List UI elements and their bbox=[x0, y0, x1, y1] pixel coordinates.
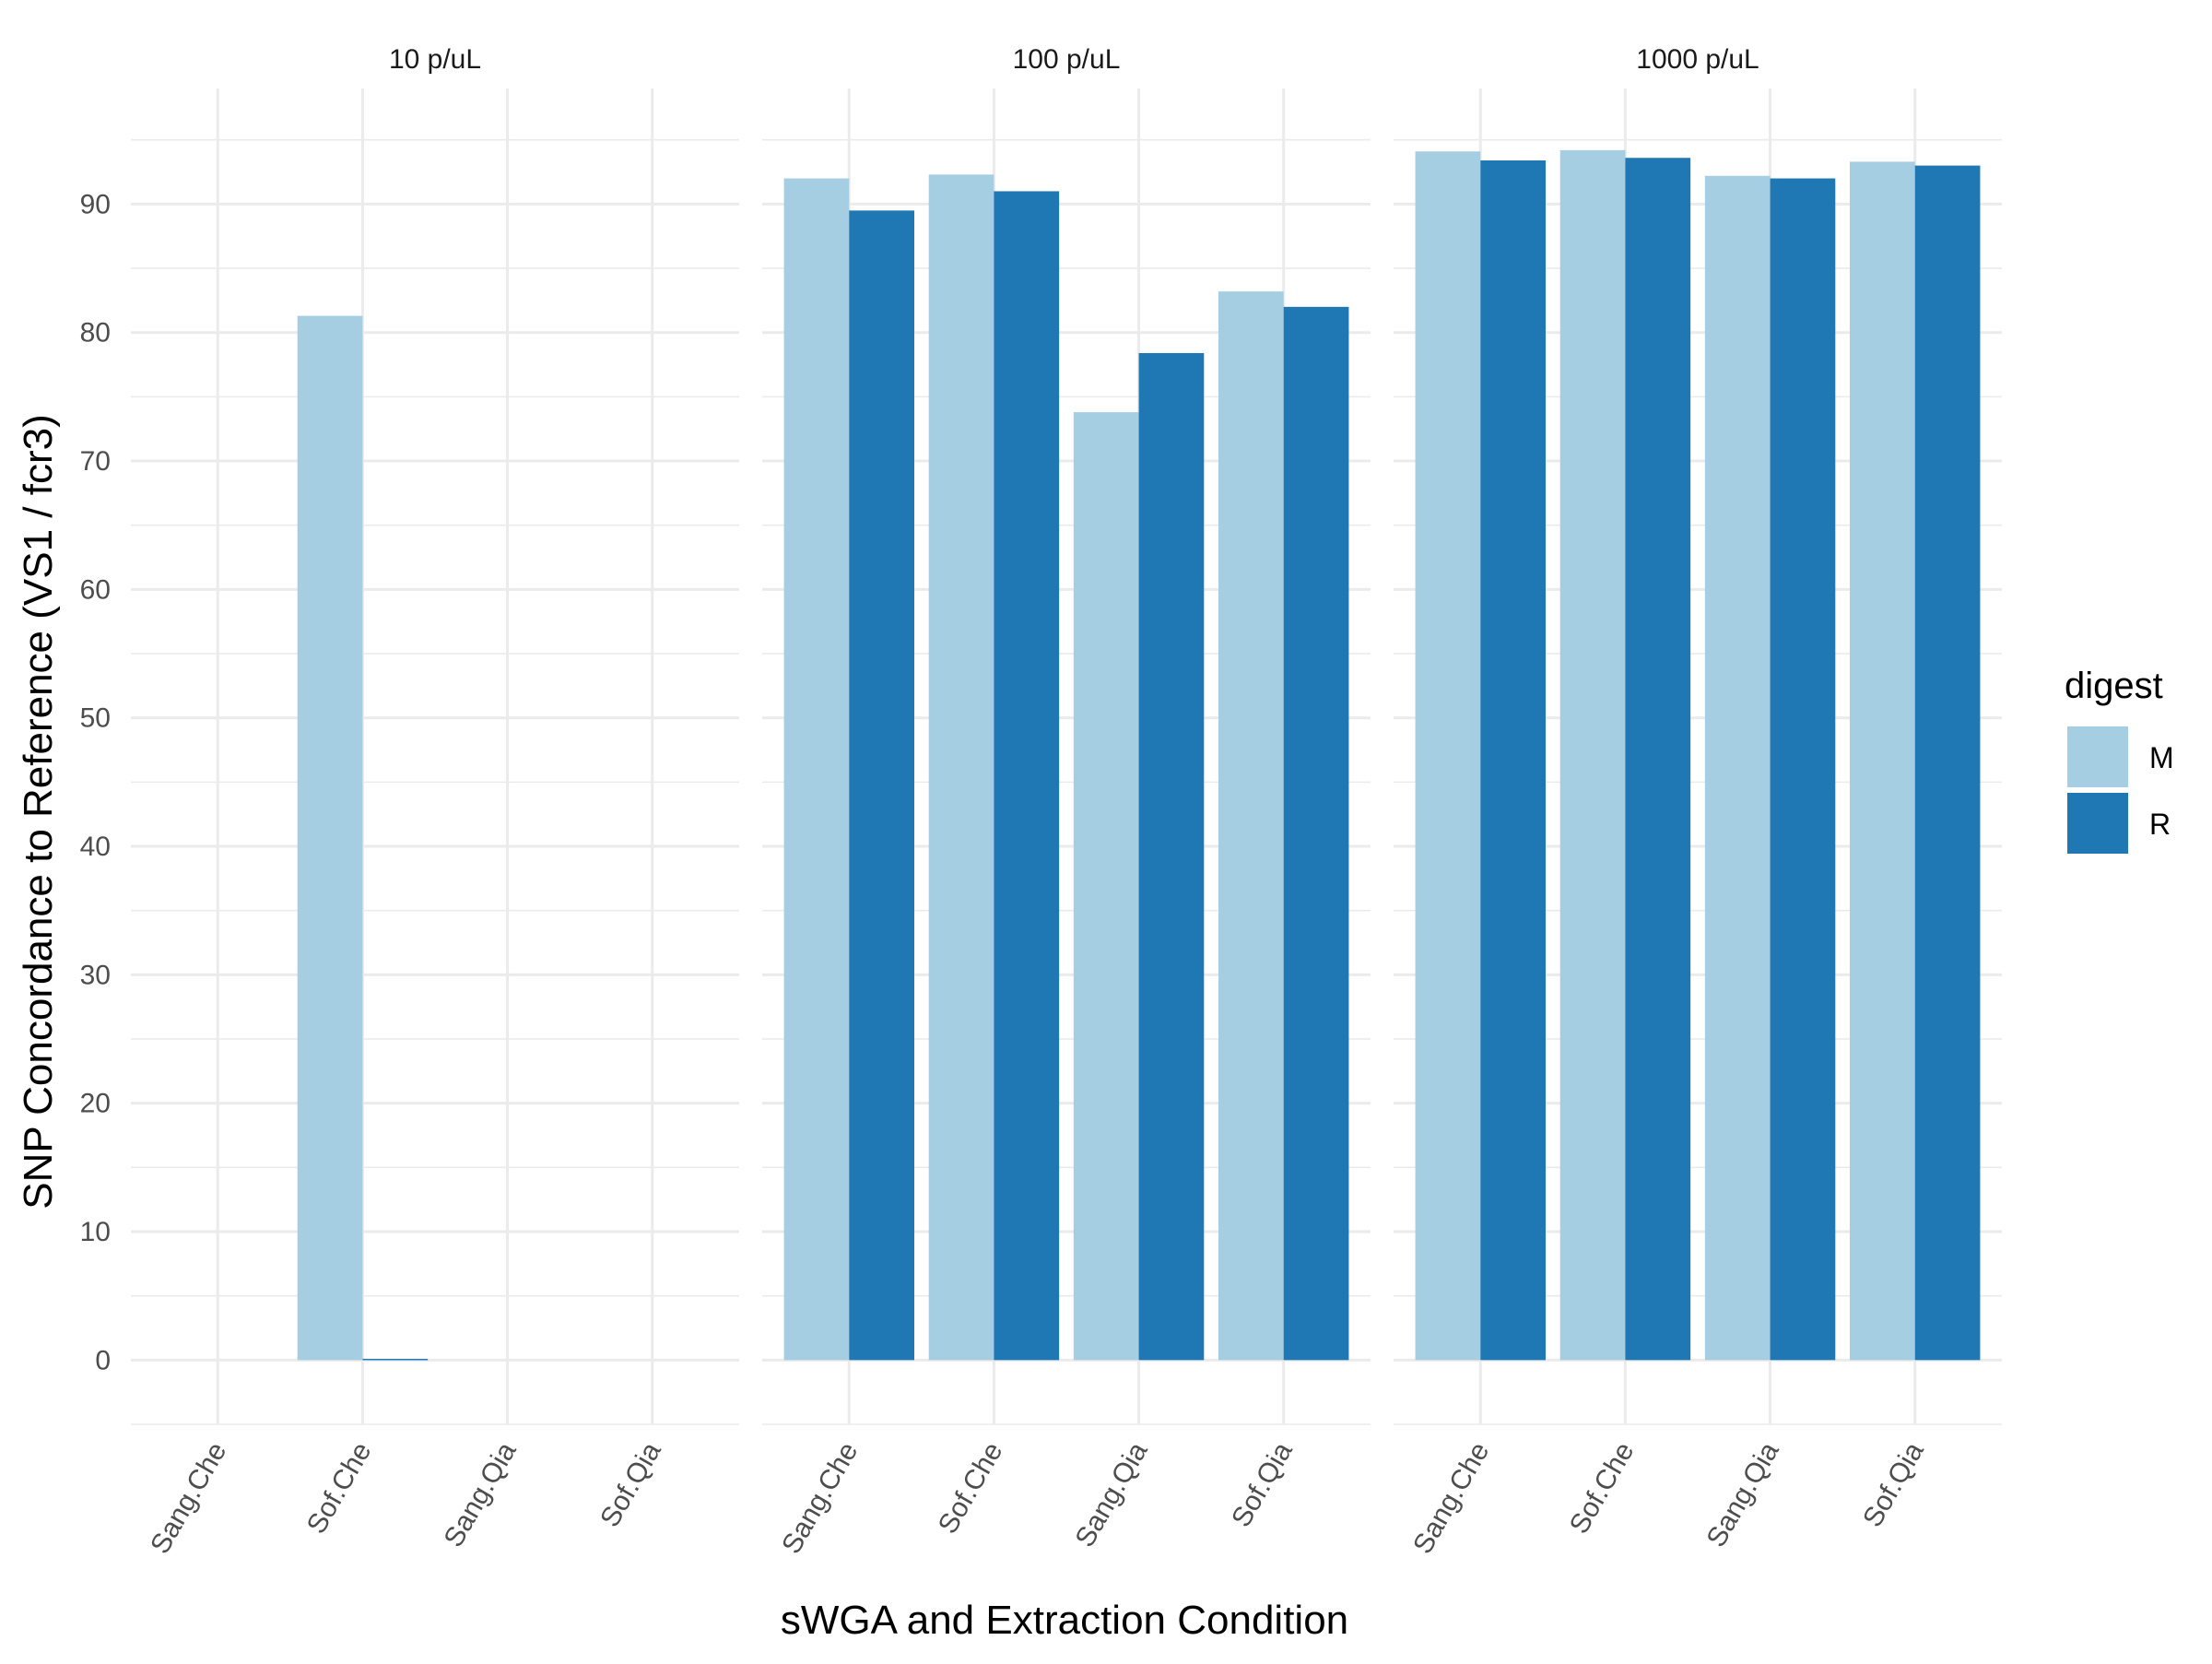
x-tick-label: Sang.Che bbox=[145, 1437, 232, 1559]
y-tick-label: 90 bbox=[80, 189, 111, 219]
bar-r bbox=[994, 191, 1060, 1361]
bar-r bbox=[1283, 306, 1349, 1361]
bar-m bbox=[783, 178, 850, 1361]
y-tick-label: 30 bbox=[80, 960, 111, 990]
x-axis-title: sWGA and Extraction Condition bbox=[781, 1598, 1348, 1643]
y-tick-label: 40 bbox=[80, 832, 111, 862]
bar-r bbox=[1138, 353, 1205, 1361]
bar-r bbox=[1480, 160, 1546, 1361]
bar-m bbox=[1073, 412, 1139, 1361]
bar-r bbox=[1770, 178, 1836, 1361]
bar-m bbox=[1218, 291, 1284, 1361]
x-tick-label: Sang.Che bbox=[776, 1437, 864, 1559]
facet-label: 10 p/uL bbox=[389, 44, 481, 75]
y-tick-label: 60 bbox=[80, 574, 111, 605]
x-tick-label: Sof.Che bbox=[933, 1437, 1009, 1539]
bar-r bbox=[849, 210, 914, 1361]
y-tick-label: 20 bbox=[80, 1089, 111, 1119]
bar-m bbox=[297, 315, 363, 1361]
x-tick-label: Sof.Che bbox=[301, 1437, 378, 1539]
bar-m bbox=[1704, 175, 1771, 1361]
legend-swatch-r bbox=[2067, 793, 2128, 854]
legend-label-m: M bbox=[2149, 741, 2174, 774]
legend-swatch-m bbox=[2067, 726, 2128, 787]
x-tick-label: Sof.Qia bbox=[1226, 1437, 1299, 1532]
x-tick-label: Sang.Qia bbox=[439, 1437, 523, 1552]
x-tick-label: Sang.Qia bbox=[1070, 1437, 1154, 1552]
bar-m bbox=[1850, 161, 1915, 1361]
bar-r bbox=[1914, 165, 1981, 1361]
y-tick-label: 70 bbox=[80, 446, 111, 477]
bar-m bbox=[1559, 149, 1626, 1361]
bar-r bbox=[1625, 158, 1691, 1361]
legend-label-r: R bbox=[2149, 808, 2171, 841]
bar-m bbox=[1415, 151, 1481, 1361]
y-axis-title: SNP Concordance to Reference (VS1 / fcr3… bbox=[16, 414, 61, 1210]
bar-r bbox=[362, 1358, 429, 1361]
y-tick-label: 10 bbox=[80, 1217, 111, 1247]
x-tick-label: Sof.Qia bbox=[594, 1437, 667, 1532]
y-tick-label: 0 bbox=[95, 1345, 111, 1375]
x-tick-label: Sang.Che bbox=[1407, 1437, 1495, 1559]
x-tick-label: Sof.Qia bbox=[1857, 1437, 1930, 1532]
x-tick-label: Sang.Qia bbox=[1701, 1437, 1785, 1552]
x-tick-label: Sof.Che bbox=[1564, 1437, 1641, 1539]
bar-m bbox=[928, 174, 994, 1361]
y-tick-label: 80 bbox=[80, 318, 111, 348]
facet-label: 100 p/uL bbox=[1013, 44, 1121, 75]
legend-title: digest bbox=[2065, 666, 2163, 706]
y-tick-label: 50 bbox=[80, 703, 111, 734]
facet-label: 1000 p/uL bbox=[1636, 44, 1759, 75]
